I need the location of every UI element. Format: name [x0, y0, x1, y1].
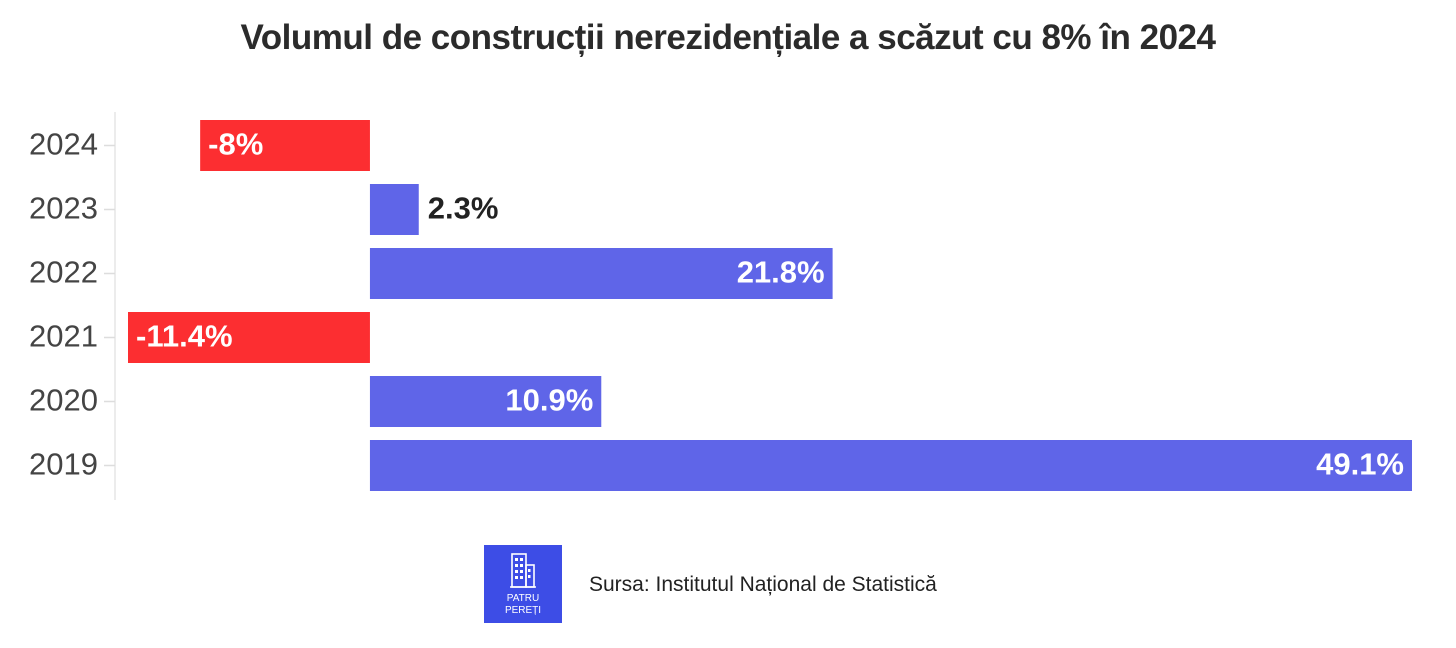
value-label-2019: 49.1%: [1316, 447, 1404, 482]
logo-text-line-2: PEREȚI: [504, 605, 542, 616]
y-tick-label: 2023: [29, 191, 98, 226]
value-label-2023: 2.3%: [428, 191, 499, 226]
bar-2020: [369, 376, 602, 427]
chart-title: Volumul de construcții nerezidențiale a …: [240, 18, 1216, 57]
y-tick-label: 2022: [29, 255, 98, 290]
bar-2022: [369, 248, 833, 299]
bar-2023: [369, 184, 419, 235]
value-label-2021: -11.4%: [136, 319, 233, 354]
y-tick-label: 2020: [29, 383, 98, 418]
y-tick-label: 2021: [29, 319, 98, 354]
logo-text: PATRU PEREȚI: [484, 593, 562, 617]
value-label-2024: -8%: [208, 127, 263, 162]
logo-text-line-1: PATRU: [506, 593, 540, 604]
value-label-2022: 21.8%: [737, 255, 825, 290]
bar-chart: 2024 -8% 2023 2.3% 2022 21.8% 2021 -11.4% 2020 10…: [29, 112, 1412, 500]
building-icon: [510, 553, 536, 588]
y-tick-label: 2024: [29, 127, 98, 162]
source-note: Sursa: Institutul Național de Statistică: [589, 573, 937, 596]
y-tick-label: 2019: [29, 447, 98, 482]
value-label-2020: 10.9%: [505, 383, 593, 418]
bar-2021: [128, 312, 370, 363]
bar-2024: [200, 120, 370, 171]
bar-2019: [369, 440, 1412, 491]
patru-pereti-logo: PATRU PEREȚI: [484, 545, 562, 623]
